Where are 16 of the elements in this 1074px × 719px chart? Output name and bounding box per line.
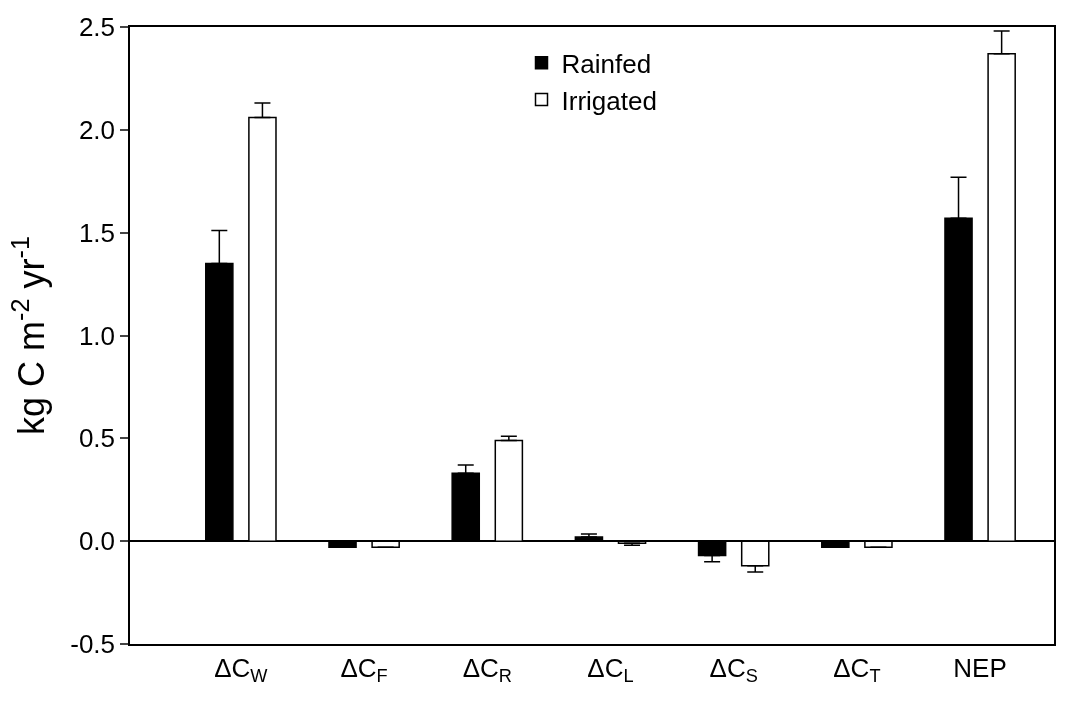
x-tick-label: ΔC$_{F}$ [340, 652, 388, 687]
y-tick-label: 0.5 [78, 423, 116, 454]
y-tick-label: -0.5 [70, 629, 116, 660]
y-tick-label: 0.0 [78, 526, 116, 557]
legend-label: Irrigated [561, 85, 657, 116]
x-tick-label: ΔC$_{R}$ [462, 652, 512, 687]
y-tick-label: 1.0 [78, 320, 116, 351]
y-tick-label: 1.5 [78, 217, 116, 248]
y-tick-label: 2.0 [78, 114, 116, 145]
legend-label: Rainfed [561, 48, 652, 79]
x-tick-label: ΔC$_{S}$ [709, 652, 758, 687]
x-tick-label: ΔC$_{L}$ [587, 652, 634, 687]
x-tick-label: ΔC$_{T}$ [833, 652, 881, 687]
x-tick-label: ΔC$_{W}$ [214, 652, 269, 687]
y-tick-label: 2.5 [78, 12, 116, 43]
x-tick-label: NEP [953, 652, 1007, 683]
